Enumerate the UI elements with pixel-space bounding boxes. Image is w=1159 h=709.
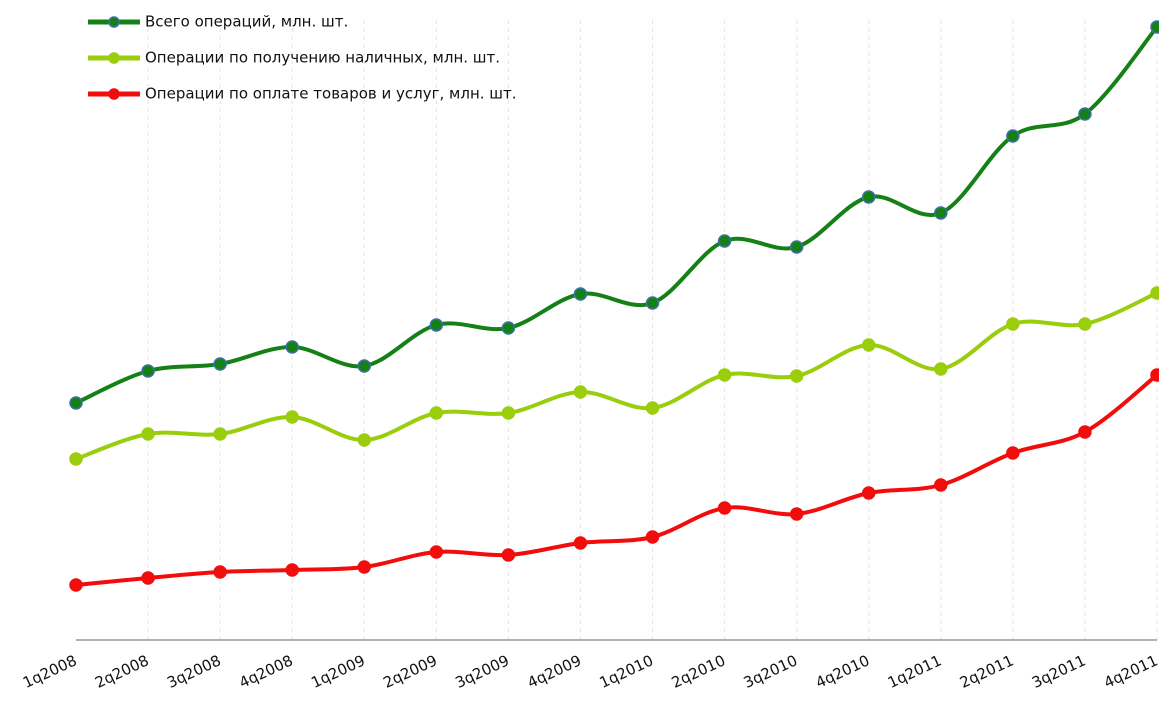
point — [645, 401, 660, 415]
point — [934, 206, 948, 220]
x-tick-label: 3q2009 — [452, 651, 511, 692]
point — [645, 296, 660, 310]
point — [429, 318, 444, 332]
legend-label: Операции по получению наличных, млн. шт. — [145, 49, 500, 67]
point — [357, 359, 372, 373]
series-line — [75, 25, 1159, 405]
point — [1078, 317, 1092, 331]
point — [717, 368, 732, 382]
x-tick-label: 1q2011 — [885, 651, 944, 692]
point — [141, 427, 155, 441]
legend-marker — [108, 88, 120, 100]
point — [285, 340, 299, 354]
x-tick-label: 4q2010 — [813, 651, 872, 692]
point — [501, 321, 516, 335]
x-tick-label: 2q2009 — [380, 651, 439, 692]
point — [1006, 317, 1020, 331]
point — [1006, 446, 1020, 460]
point — [645, 530, 660, 544]
point — [934, 478, 948, 492]
point — [717, 234, 732, 248]
point — [573, 536, 588, 550]
point — [141, 364, 155, 378]
point — [69, 396, 83, 410]
series-line — [75, 291, 1158, 461]
point — [1078, 425, 1092, 439]
legend-label: Всего операций, млн. шт. — [145, 13, 348, 31]
point — [573, 385, 588, 399]
point — [717, 501, 732, 515]
x-tick-label: 1q2010 — [597, 651, 656, 692]
point — [1150, 20, 1159, 34]
point — [69, 578, 83, 592]
point — [1150, 286, 1159, 300]
point — [501, 406, 516, 420]
point — [69, 452, 83, 466]
point — [213, 565, 227, 579]
point — [861, 486, 876, 500]
point — [285, 563, 299, 577]
point — [1078, 107, 1092, 121]
point — [213, 427, 227, 441]
x-tick-label: 3q2008 — [164, 651, 223, 692]
x-tick-label: 1q2008 — [20, 651, 79, 692]
point — [429, 545, 444, 559]
point — [213, 357, 227, 371]
x-tick-label: 3q2011 — [1029, 651, 1088, 692]
x-tick-label: 3q2010 — [741, 651, 800, 692]
point — [501, 548, 516, 562]
x-tick-label: 4q2011 — [1101, 651, 1159, 692]
point — [285, 410, 299, 424]
legend-label: Операции по оплате товаров и услуг, млн.… — [145, 85, 517, 103]
point — [1006, 129, 1020, 143]
x-tick-label: 4q2009 — [525, 651, 584, 692]
x-tick-label: 2q2010 — [669, 651, 728, 692]
point — [141, 571, 155, 585]
point — [789, 369, 804, 383]
legend-marker — [108, 52, 120, 64]
point — [934, 362, 948, 376]
series-line — [75, 373, 1159, 587]
point — [789, 507, 804, 521]
point — [357, 433, 372, 447]
x-tick-label: 2q2011 — [957, 651, 1016, 692]
point — [861, 190, 876, 204]
x-tick-label: 1q2009 — [308, 651, 367, 692]
point — [573, 287, 588, 301]
x-tick-label: 4q2008 — [236, 651, 295, 692]
point — [357, 560, 372, 574]
point — [861, 338, 876, 352]
point — [429, 406, 444, 420]
x-tick-label: 2q2008 — [92, 651, 151, 692]
point — [1150, 368, 1159, 382]
point — [789, 240, 804, 254]
legend-marker — [108, 16, 120, 28]
